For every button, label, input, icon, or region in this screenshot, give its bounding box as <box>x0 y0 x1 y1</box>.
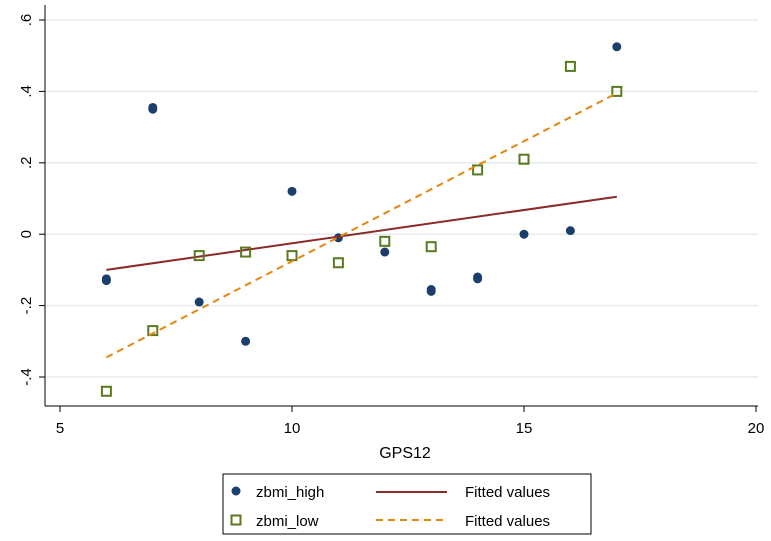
legend-label-fitted-solid: Fitted values <box>465 484 550 501</box>
zbmi-high-point <box>241 337 250 346</box>
zbmi-low-point <box>288 251 297 260</box>
y-tick-label: .6 <box>18 14 35 27</box>
zbmi-high-point <box>380 248 389 257</box>
zbmi-high-point <box>148 105 157 114</box>
legend: zbmi_high Fitted values zbmi_low Fitted … <box>223 474 591 534</box>
zbmi-high-point <box>612 42 621 51</box>
zbmi-high-point <box>195 298 204 307</box>
legend-marker-zbmi-high <box>232 487 241 496</box>
x-axis-label: GPS12 <box>379 445 431 462</box>
x-tick-label: 5 <box>56 420 64 437</box>
zbmi-low-point <box>427 242 436 251</box>
x-ticks: 5 10 15 20 <box>56 406 765 437</box>
zbmi-high-point <box>427 287 436 296</box>
y-tick-label: .2 <box>18 157 35 170</box>
plot-area <box>102 42 621 396</box>
x-tick-label: 15 <box>516 420 533 437</box>
zbmi-low-point <box>102 387 111 396</box>
zbmi-high-point <box>102 276 111 285</box>
y-tick-label: -.4 <box>18 368 35 386</box>
x-tick-label: 20 <box>748 420 765 437</box>
legend-label-fitted-dashed: Fitted values <box>465 513 550 530</box>
legend-label-zbmi-high: zbmi_high <box>256 484 324 501</box>
zbmi-high-point <box>566 226 575 235</box>
x-tick-label: 10 <box>284 420 301 437</box>
y-ticks: -.4 -.2 0 .2 .4 .6 <box>18 14 45 386</box>
y-tick-label: -.2 <box>18 297 35 315</box>
fitted-line-dashed <box>106 93 616 357</box>
y-tick-label: 0 <box>18 230 35 238</box>
zbmi-low-point <box>566 62 575 71</box>
zbmi-high-point <box>520 230 529 239</box>
zbmi-low-point <box>380 237 389 246</box>
axes <box>45 5 758 406</box>
fitted-line-solid <box>106 197 616 270</box>
zbmi-high-point <box>473 274 482 283</box>
y-tick-label: .4 <box>18 85 35 98</box>
zbmi-high-point <box>288 187 297 196</box>
grid-lines <box>45 20 758 377</box>
zbmi-low-point <box>334 258 343 267</box>
legend-label-zbmi-low: zbmi_low <box>256 513 319 530</box>
